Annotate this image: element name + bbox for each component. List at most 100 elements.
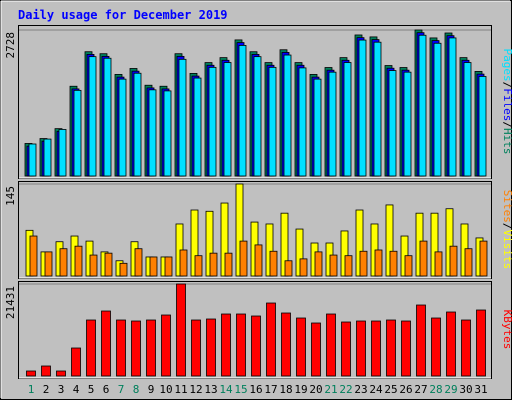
bar (89, 254, 98, 277)
bar (463, 62, 472, 177)
bar (445, 208, 454, 277)
bar (71, 347, 81, 377)
bar (266, 302, 276, 377)
bar (179, 249, 188, 277)
x-tick-label: 3 (58, 383, 65, 396)
x-tick-label: 8 (133, 383, 140, 396)
bar (343, 62, 352, 177)
legend-entry: Hits (501, 128, 512, 155)
bar (118, 78, 127, 177)
bar (431, 317, 441, 377)
x-tick-label: 16 (249, 383, 262, 396)
x-tick-label: 13 (204, 383, 217, 396)
x-tick-label: 15 (234, 383, 247, 396)
x-tick-label: 10 (159, 383, 172, 396)
x-tick-label: 5 (88, 383, 95, 396)
bar (358, 39, 367, 177)
bar (148, 89, 157, 177)
legend-entry: KBytes (501, 310, 512, 350)
bar (176, 283, 186, 377)
bar (133, 72, 142, 177)
bar (284, 260, 293, 277)
bar (161, 314, 171, 377)
bar (208, 66, 217, 177)
x-tick-label: 28 (429, 383, 442, 396)
bar (58, 129, 67, 177)
bar (404, 255, 413, 277)
x-tick-label: 25 (384, 383, 397, 396)
bar (190, 209, 199, 277)
bar (221, 313, 231, 377)
bar (224, 252, 233, 277)
x-tick-label: 2 (43, 383, 50, 396)
bar (299, 258, 308, 277)
x-tick-label: 12 (189, 383, 202, 396)
bar (29, 235, 38, 277)
bar (298, 67, 307, 177)
bar (265, 223, 274, 277)
bar (131, 320, 141, 377)
bar (344, 255, 353, 277)
x-tick-label: 17 (264, 383, 277, 396)
x-tick-label: 9 (148, 383, 155, 396)
bar (281, 312, 291, 377)
x-tick-label: 29 (444, 383, 457, 396)
bar (283, 54, 292, 177)
bar (371, 320, 381, 377)
x-tick-label: 1 (28, 383, 35, 396)
x-tick-label: 24 (369, 383, 383, 396)
bar (449, 245, 458, 277)
bar (464, 248, 473, 277)
bar (88, 56, 97, 177)
bar (116, 319, 126, 377)
bar (388, 70, 397, 177)
bar (401, 320, 411, 377)
bar (341, 321, 351, 377)
chart-title: Daily usage for December 2019 (18, 8, 228, 22)
bar (103, 57, 112, 177)
bar (448, 37, 457, 177)
bar (193, 77, 202, 177)
bar (253, 56, 262, 177)
legend-separator: / (501, 223, 512, 230)
bar (419, 240, 428, 277)
bar (28, 143, 37, 177)
legend-separator: / (501, 82, 512, 89)
bar (220, 202, 229, 277)
bar (41, 365, 51, 377)
bar (328, 71, 337, 177)
bar (149, 256, 158, 277)
bar (329, 254, 338, 277)
x-tick-label: 22 (339, 383, 352, 396)
bar (430, 212, 439, 277)
x-tick-label: 7 (118, 383, 125, 396)
bar (134, 248, 143, 277)
legend-entry: Visits (501, 230, 512, 270)
bar (239, 240, 248, 277)
bar (389, 250, 398, 277)
bar (205, 210, 214, 277)
x-tick-label: 18 (279, 383, 292, 396)
bar (461, 319, 471, 377)
y-tick-label: 2728 (4, 32, 17, 59)
bar (386, 319, 396, 377)
legend-entry: Files (501, 88, 512, 121)
bar (313, 78, 322, 177)
bar (119, 262, 128, 277)
bar (43, 138, 52, 177)
bar (146, 319, 156, 377)
bar (359, 250, 368, 277)
bar (236, 313, 246, 377)
bar (268, 66, 277, 177)
bar (355, 209, 364, 277)
x-tick-label: 11 (174, 383, 187, 396)
bar (206, 318, 216, 377)
bar (59, 248, 68, 277)
x-tick-label: 20 (309, 383, 322, 396)
x-tick-label: 31 (474, 383, 487, 396)
bar (478, 76, 487, 177)
bar (296, 317, 306, 377)
legend: KBytes (501, 310, 512, 350)
x-tick-label: 4 (73, 383, 80, 396)
